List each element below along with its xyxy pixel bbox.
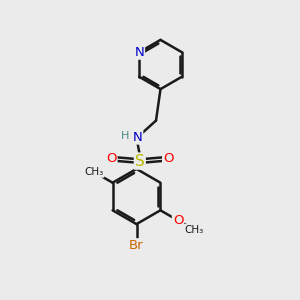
Text: CH₃: CH₃ [84, 167, 104, 177]
Text: CH₃: CH₃ [184, 225, 204, 235]
Text: N: N [134, 46, 144, 59]
Text: O: O [106, 152, 116, 165]
Text: H: H [121, 130, 129, 141]
Text: O: O [163, 152, 173, 165]
Text: Br: Br [129, 239, 144, 252]
Text: N: N [133, 130, 142, 144]
Text: O: O [173, 214, 183, 227]
Text: S: S [135, 154, 145, 169]
